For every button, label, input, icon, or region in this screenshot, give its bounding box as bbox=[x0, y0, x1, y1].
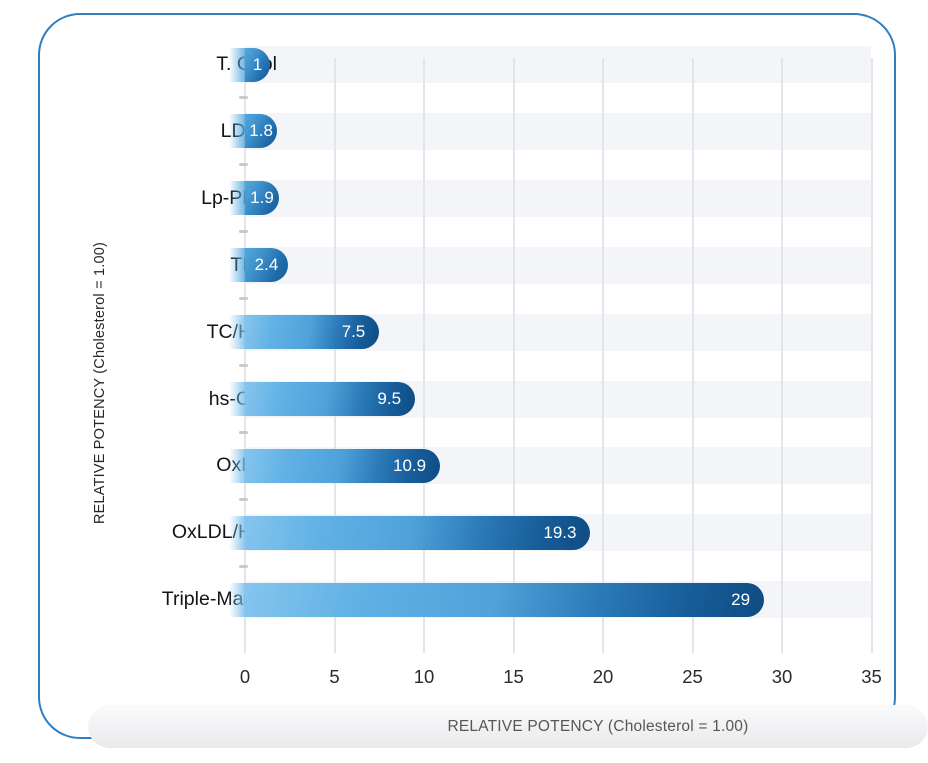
category-separator-tick bbox=[239, 497, 248, 501]
row-band bbox=[245, 112, 871, 150]
category-separator-tick bbox=[239, 564, 248, 568]
gridline bbox=[244, 58, 246, 653]
x-axis-title: RELATIVE POTENCY (Cholesterol = 1.00) bbox=[447, 718, 749, 735]
category-separator-tick bbox=[239, 230, 248, 234]
row-band bbox=[245, 179, 871, 217]
bar-value-label: 7.5 bbox=[341, 322, 366, 342]
category-separator-tick bbox=[239, 430, 248, 434]
gridline bbox=[333, 58, 336, 653]
bar-value-label: 19.3 bbox=[543, 522, 577, 542]
category-separator-tick bbox=[239, 96, 248, 100]
bar: 19.3 bbox=[228, 515, 591, 550]
bar-value-label: 1 bbox=[252, 54, 263, 74]
x-tick-label: 25 bbox=[682, 666, 703, 687]
x-tick-label: 15 bbox=[503, 666, 524, 687]
bar: 1.8 bbox=[228, 114, 278, 149]
bar-value-label: 2.4 bbox=[254, 255, 279, 275]
x-tick-label: 10 bbox=[413, 666, 435, 687]
bar: 29 bbox=[228, 582, 765, 617]
chart-frame: RELATIVE POTENCY (Cholesterol = 1.00) T.… bbox=[38, 13, 928, 748]
x-tick-label: 35 bbox=[861, 666, 882, 687]
gridline bbox=[870, 58, 873, 653]
bar: 1.9 bbox=[229, 181, 279, 216]
row-band bbox=[245, 46, 871, 83]
x-tick-label: 5 bbox=[329, 666, 340, 687]
bar: 9.5 bbox=[228, 382, 416, 416]
gridline bbox=[781, 58, 783, 653]
x-tick-label: 20 bbox=[592, 666, 614, 687]
bar-value-label: 10.9 bbox=[393, 455, 427, 475]
bar-value-label: 29 bbox=[731, 589, 751, 609]
bar-value-label: 9.5 bbox=[377, 389, 402, 408]
gridline bbox=[512, 58, 515, 653]
bar: 7.5 bbox=[228, 315, 380, 350]
category-separator-tick bbox=[239, 297, 248, 301]
gridline bbox=[691, 58, 694, 653]
x-tick-label: 30 bbox=[771, 666, 793, 687]
gridline bbox=[602, 58, 604, 653]
bar-value-label: 1.8 bbox=[249, 121, 273, 141]
category-separator-tick bbox=[239, 364, 248, 368]
gridline bbox=[423, 58, 425, 653]
x-axis-title-banner: RELATIVE POTENCY (Cholesterol = 1.00) bbox=[88, 705, 928, 748]
bar: 10.9 bbox=[228, 448, 441, 483]
row-band bbox=[245, 246, 871, 284]
bar: 1 bbox=[229, 47, 270, 82]
x-tick-label: 0 bbox=[239, 666, 251, 687]
bar-value-label: 1.9 bbox=[250, 188, 274, 208]
bar: 2.4 bbox=[229, 248, 288, 283]
category-separator-tick bbox=[239, 163, 248, 167]
